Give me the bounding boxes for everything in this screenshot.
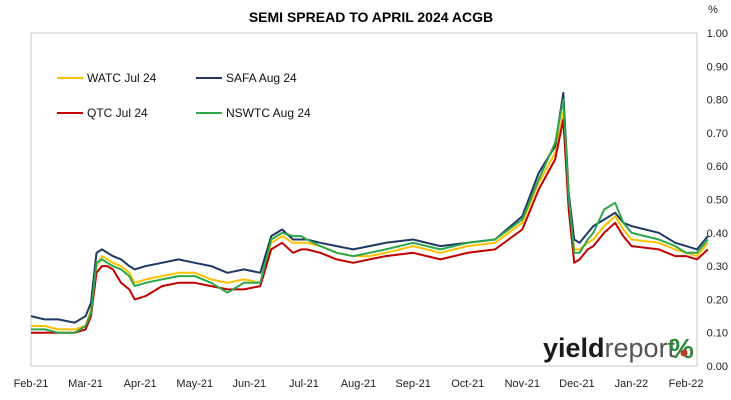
logo-yield: yield (543, 333, 605, 363)
y-tick-label: 0.10 (707, 328, 728, 340)
x-axis: Feb-21 Mar-21 Apr-21 May-21 Jun-21 Jul-21 Aug-… (14, 378, 704, 390)
x-tick-label: Jul-21 (289, 378, 319, 390)
y-tick-label: 0.60 (707, 161, 728, 173)
legend: WATC Jul 24 SAFA Aug 24 QTC Jul 24 NSWTC Au… (57, 71, 311, 120)
y-axis: 0.00 0.10 0.20 0.30 0.40 0.50 0.60 0.70 0.80 0.90… (707, 28, 728, 373)
x-tick-label: May-21 (176, 378, 213, 390)
logo-report: report (605, 333, 676, 363)
y-tick-label: 0.30 (707, 261, 728, 273)
x-tick-label: Jan-22 (615, 378, 649, 390)
legend-label: SAFA Aug 24 (226, 71, 297, 85)
logo-percent-dot-icon (680, 349, 688, 357)
y-tick-label: 0.90 (707, 61, 728, 73)
yieldreport-logo: yieldreport % (543, 333, 694, 364)
y-tick-label: 0.80 (707, 95, 728, 107)
x-tick-label: Aug-21 (341, 378, 376, 390)
chart-title: SEMI SPREAD TO APRIL 2024 ACGB (249, 9, 493, 25)
x-tick-label: Feb-22 (669, 378, 704, 390)
x-tick-label: Mar-21 (68, 378, 103, 390)
y-tick-label: 0.50 (707, 195, 728, 207)
plot-area (30, 32, 698, 367)
y-unit-label: % (708, 4, 718, 16)
logo-percent-icon: % (669, 333, 694, 364)
series-line-nswtc-aug-24 (31, 98, 709, 334)
x-tick-label: Apr-21 (124, 378, 157, 390)
legend-label: WATC Jul 24 (87, 71, 157, 85)
y-tick-label: 0.20 (707, 294, 728, 306)
x-tick-label: Nov-21 (505, 378, 540, 390)
series-lines (30, 91, 709, 334)
x-tick-label: Dec-21 (559, 378, 594, 390)
x-tick-label: Feb-21 (14, 378, 49, 390)
y-tick-label: 0.70 (707, 128, 728, 140)
series-line-qtc-jul-24 (31, 118, 709, 334)
x-tick-label: Jun-21 (233, 378, 267, 390)
legend-label: NSWTC Aug 24 (226, 106, 311, 120)
y-tick-label: 0.40 (707, 228, 728, 240)
x-tick-label: Sep-21 (395, 378, 430, 390)
legend-label: QTC Jul 24 (87, 106, 148, 120)
y-tick-label: 1.00 (707, 28, 728, 40)
y-tick-label: 0.00 (707, 361, 728, 373)
svg-text:yieldreport: yieldreport (543, 333, 676, 363)
x-tick-label: Oct-21 (451, 378, 484, 390)
